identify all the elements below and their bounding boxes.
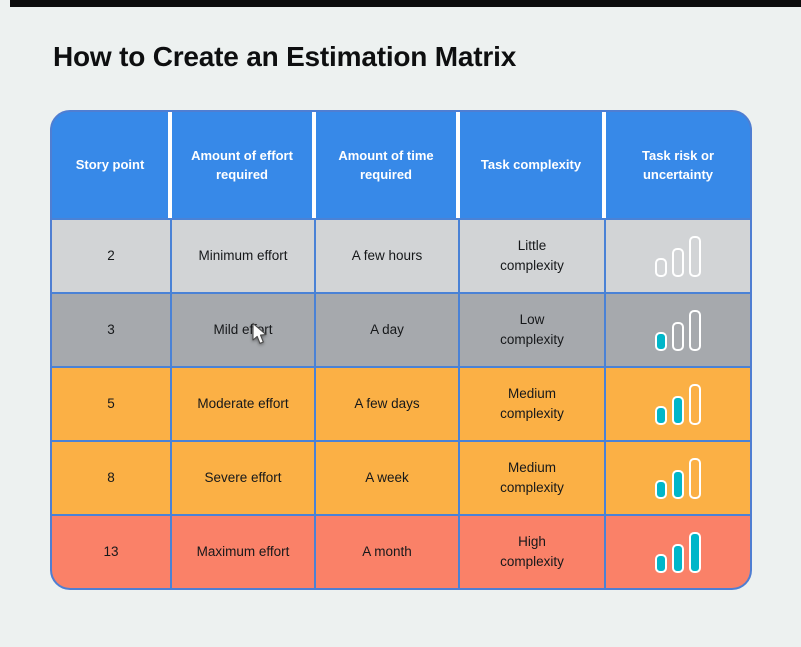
bar-small [655, 553, 667, 573]
bar-small [655, 479, 667, 499]
column-header-time: Amount of time required [316, 112, 460, 218]
bar-large [689, 531, 701, 573]
cell-time: A month [316, 514, 460, 588]
bar-large [689, 457, 701, 499]
matrix-grid: Story point Amount of effort required Am… [52, 112, 750, 588]
column-header-complexity: Task complexity [460, 112, 606, 218]
cell-effort: Moderate effort [172, 366, 316, 440]
column-header-story-point: Story point [52, 112, 172, 218]
cell-time: A few hours [316, 218, 460, 292]
cell-complexity: Low complexity [460, 292, 606, 366]
bar-medium [672, 321, 684, 351]
column-header-risk: Task risk or uncertainty [606, 112, 750, 218]
column-header-effort: Amount of effort required [172, 112, 316, 218]
cell-story-point: 8 [52, 440, 172, 514]
bar-small [655, 257, 667, 277]
signal-bars-icon [655, 383, 701, 425]
bar-medium [672, 543, 684, 573]
signal-bars-icon [655, 457, 701, 499]
cell-time: A day [316, 292, 460, 366]
cell-effort: Severe effort [172, 440, 316, 514]
cell-complexity: Medium complexity [460, 366, 606, 440]
bar-large [689, 309, 701, 351]
cell-time: A few days [316, 366, 460, 440]
cell-story-point: 3 [52, 292, 172, 366]
cell-effort: Minimum effort [172, 218, 316, 292]
cell-time: A week [316, 440, 460, 514]
cell-risk [606, 218, 750, 292]
cell-effort: Maximum effort [172, 514, 316, 588]
cell-complexity: Little complexity [460, 218, 606, 292]
bar-small [655, 331, 667, 351]
cell-effort: Mild effort [172, 292, 316, 366]
signal-bars-icon [655, 531, 701, 573]
cell-risk [606, 292, 750, 366]
cell-risk [606, 440, 750, 514]
cell-risk [606, 366, 750, 440]
page-title: How to Create an Estimation Matrix [53, 41, 517, 72]
bar-small [655, 405, 667, 425]
bar-large [689, 235, 701, 277]
signal-bars-icon [655, 309, 701, 351]
bar-large [689, 383, 701, 425]
bar-medium [672, 469, 684, 499]
bar-medium [672, 395, 684, 425]
cell-story-point: 5 [52, 366, 172, 440]
estimation-matrix-table: Story point Amount of effort required Am… [50, 110, 752, 590]
signal-bars-icon [655, 235, 701, 277]
cell-complexity: High complexity [460, 514, 606, 588]
cell-risk [606, 514, 750, 588]
window-top-edge [10, 0, 801, 7]
cell-complexity: Medium complexity [460, 440, 606, 514]
bar-medium [672, 247, 684, 277]
cell-story-point: 2 [52, 218, 172, 292]
cell-story-point: 13 [52, 514, 172, 588]
